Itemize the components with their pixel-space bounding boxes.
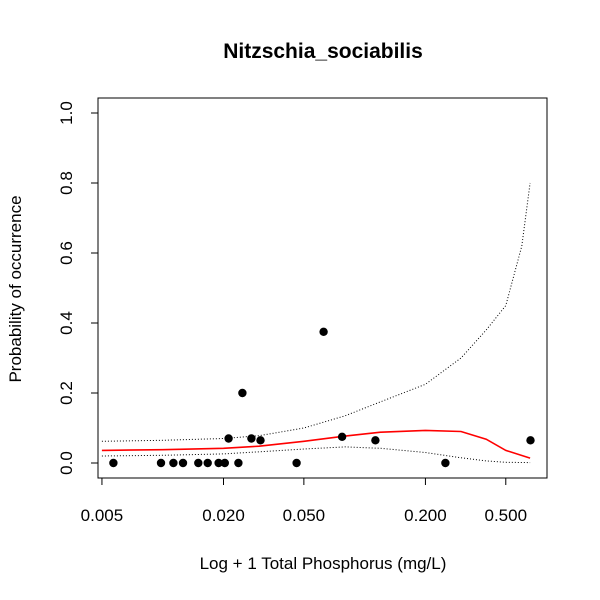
- data-point: [234, 458, 243, 468]
- x-tick-label: 0.050: [283, 506, 326, 525]
- data-point: [224, 434, 233, 443]
- data-point: [156, 458, 166, 468]
- x-tick-label: 0.020: [202, 506, 245, 525]
- data-point: [319, 327, 328, 336]
- y-axis-label: Probability of occurrence: [6, 195, 25, 382]
- data-point: [169, 458, 178, 468]
- data-point: [238, 388, 247, 398]
- data-point: [214, 458, 223, 468]
- confidence-bounds: [101, 182, 531, 464]
- x-axis-label: Log + 1 Total Phosphorus (mg/L): [200, 554, 447, 573]
- data-point: [194, 458, 203, 468]
- fitted-curve-layer: [101, 429, 531, 459]
- lower-bound-line: [101, 446, 531, 464]
- data-point: [178, 458, 188, 468]
- data-point: [203, 458, 212, 468]
- x-tick-label: 0.005: [81, 506, 124, 525]
- y-tick-label: 0.4: [57, 311, 76, 335]
- data-point: [526, 436, 535, 445]
- data-point: [220, 458, 229, 468]
- data-point: [247, 434, 256, 443]
- data-points: [109, 327, 535, 468]
- data-point: [337, 432, 347, 441]
- x-axis: 0.005 0.020 0.050 0.200 0.500: [81, 477, 528, 525]
- y-tick-label: 0.8: [57, 171, 76, 195]
- y-tick-label: 0.2: [57, 381, 76, 405]
- fitted-curve: [101, 429, 531, 459]
- x-tick-label: 0.500: [485, 506, 528, 525]
- data-point: [371, 436, 380, 445]
- y-tick-label: 1.0: [57, 101, 76, 125]
- y-axis: 0.0 0.2 0.4 0.6 0.8 1.0: [57, 101, 99, 475]
- y-tick-label: 0.6: [57, 241, 76, 265]
- data-point: [292, 458, 301, 468]
- x-tick-label: 0.200: [404, 506, 447, 525]
- y-tick-label: 0.0: [57, 451, 76, 475]
- data-point: [441, 458, 450, 468]
- chart-title: Nitzschia_sociabilis: [223, 40, 423, 63]
- data-point: [109, 458, 118, 468]
- data-point: [256, 436, 265, 445]
